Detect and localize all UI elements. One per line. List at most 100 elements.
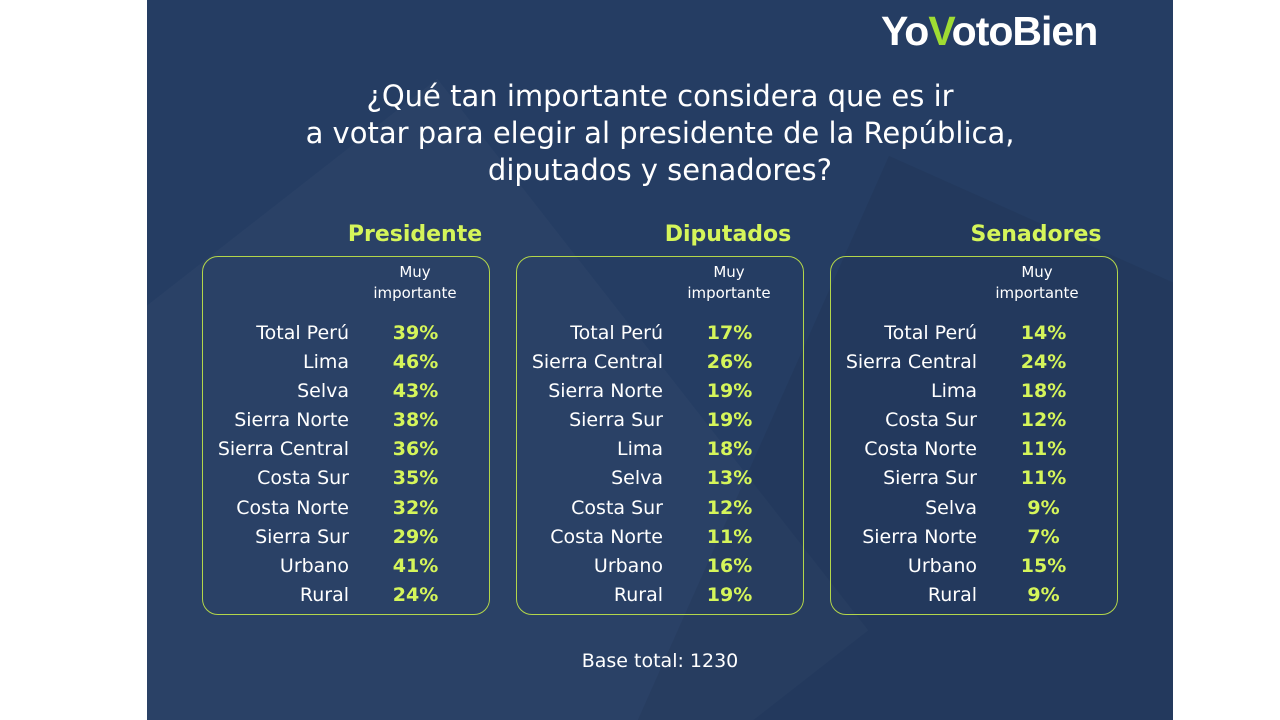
table-row: Costa Sur 12% (831, 406, 1117, 435)
table-row: Sierra Norte 7% (831, 523, 1117, 552)
region-label: Total Perú (884, 322, 977, 344)
value-label: 32% (392, 496, 439, 519)
value-label: 24% (1020, 351, 1067, 374)
value-label: 15% (1020, 554, 1067, 577)
value-label: 12% (1020, 409, 1067, 432)
value-label: 19% (706, 583, 753, 606)
table-row: Lima 46% (203, 348, 489, 377)
table-row: Sierra Norte 19% (517, 377, 803, 406)
region-label: Selva (297, 380, 349, 403)
table-row: Sierra Norte 38% (203, 406, 489, 435)
region-label: Sierra Central (845, 351, 977, 374)
table-row: Lima 18% (831, 377, 1117, 406)
table-row: Total Perú 39% (203, 319, 489, 348)
table-row: Total Perú 14% (831, 319, 1117, 348)
region-label: Sierra Sur (255, 525, 349, 548)
table-row: Urbano 41% (203, 552, 489, 581)
region-label: Sierra Norte (548, 380, 663, 403)
column-header: Muy importante (373, 263, 457, 302)
region-label: Total Perú (570, 322, 663, 344)
table-rows: Total Perú 17% Sierra Central 26% Sierra N… (517, 319, 803, 610)
region-label: Costa Norte (864, 438, 977, 461)
value-label: 24% (392, 583, 439, 606)
value-label: 9% (1027, 496, 1060, 519)
value-label: 29% (392, 525, 439, 548)
table-row: Costa Norte 11% (831, 435, 1117, 464)
value-label: 18% (706, 438, 753, 461)
column-header: Muy importante (995, 263, 1079, 302)
value-label: 43% (392, 380, 439, 403)
region-label: Sierra Norte (862, 525, 977, 548)
presidente-table: Muy importante Total Perú 39% Lima 46% Sel… (202, 256, 490, 615)
region-label: Selva (925, 496, 977, 519)
value-label: 35% (392, 467, 439, 490)
value-label: 16% (706, 554, 753, 577)
table-row: Sierra Sur 11% (831, 464, 1117, 493)
region-label: Sierra Norte (234, 409, 349, 432)
region-label: Costa Sur (885, 409, 977, 432)
table-rows: Total Perú 14% Sierra Central 24% Lima 18% … (831, 319, 1117, 610)
table-row: Sierra Central 26% (517, 348, 803, 377)
table-row: Total Perú 17% (517, 319, 803, 348)
table-row: Selva 9% (831, 494, 1117, 523)
value-label: 18% (1020, 380, 1067, 403)
table-row: Sierra Sur 19% (517, 406, 803, 435)
region-label: Lima (302, 351, 349, 374)
table-row: Rural 19% (517, 581, 803, 610)
value-label: 14% (1020, 322, 1067, 344)
sample-base-note: Base total: 1230 (581, 650, 739, 672)
title-line: a votar para elegir al presidente de la … (305, 116, 1015, 150)
slide-background: YoVotoBien ¿Qué tan importante considera… (147, 0, 1173, 720)
region-label: Sierra Central (217, 438, 349, 461)
value-label: 19% (706, 409, 753, 432)
yovotobien-logo: YoVotoBien (881, 8, 1098, 54)
title-line: diputados y senadores? (487, 153, 833, 187)
region-label: Rural (299, 583, 349, 606)
value-label: 11% (1020, 467, 1067, 490)
table-row: Sierra Sur 29% (203, 523, 489, 552)
diputados-table: Muy importante Total Perú 17% Sierra Cent… (516, 256, 804, 615)
value-label: 39% (392, 322, 439, 344)
table-row: Selva 13% (517, 464, 803, 493)
question-title: ¿Qué tan importante considera que es ir … (147, 78, 1173, 189)
panel-title-senadores: Senadores (970, 222, 1102, 247)
region-label: Rural (613, 583, 663, 606)
region-label: Urbano (279, 554, 349, 577)
value-label: 26% (706, 351, 753, 374)
value-label: 36% (392, 438, 439, 461)
value-label: 13% (706, 467, 753, 490)
value-label: 19% (706, 380, 753, 403)
panel-title-diputados: Diputados (664, 222, 792, 247)
table-row: Costa Norte 32% (203, 494, 489, 523)
region-label: Lima (930, 380, 977, 403)
table-row: Selva 43% (203, 377, 489, 406)
region-label: Sierra Central (531, 351, 663, 374)
region-label: Costa Norte (550, 525, 663, 548)
table-row: Urbano 15% (831, 552, 1117, 581)
value-label: 7% (1027, 525, 1060, 548)
region-label: Costa Sur (571, 496, 663, 519)
region-label: Lima (616, 438, 663, 461)
value-label: 12% (706, 496, 753, 519)
region-label: Urbano (907, 554, 977, 577)
senadores-table: Muy importante Total Perú 14% Sierra Cent… (830, 256, 1118, 615)
region-label: Sierra Sur (883, 467, 977, 490)
region-label: Costa Sur (257, 467, 349, 490)
table-row: Costa Sur 35% (203, 464, 489, 493)
value-label: 11% (706, 525, 753, 548)
region-label: Rural (927, 583, 977, 606)
table-row: Urbano 16% (517, 552, 803, 581)
region-label: Sierra Sur (569, 409, 663, 432)
table-row: Rural 24% (203, 581, 489, 610)
value-label: 11% (1020, 438, 1067, 461)
checkmark-icon: V (928, 8, 952, 54)
table-row: Sierra Central 36% (203, 435, 489, 464)
panel-title-presidente: Presidente (347, 222, 483, 247)
value-label: 9% (1027, 583, 1060, 606)
value-label: 46% (392, 351, 439, 374)
region-label: Costa Norte (236, 496, 349, 519)
value-label: 41% (392, 554, 439, 577)
table-row: Costa Sur 12% (517, 494, 803, 523)
region-label: Urbano (593, 554, 663, 577)
column-header: Muy importante (687, 263, 771, 302)
